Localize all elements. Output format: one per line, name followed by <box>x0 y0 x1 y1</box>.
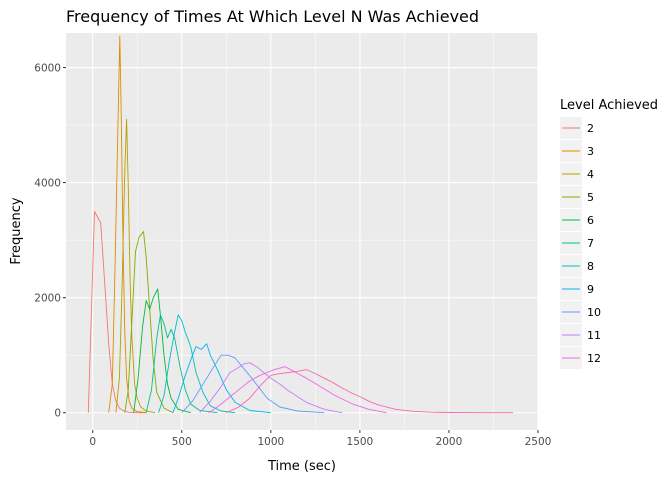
x-tick-label: 1000 <box>257 436 284 448</box>
axis-ticks: 0 500 1000 1500 2000 2500 0 2000 4000 6000 <box>34 63 551 448</box>
series-lines <box>87 35 514 414</box>
series-line-5 <box>124 231 174 414</box>
legend-label: 4 <box>587 168 594 181</box>
legend-label: 3 <box>587 145 594 158</box>
y-tick-label: 6000 <box>34 63 61 75</box>
series-line-10 <box>181 354 325 414</box>
legend: Level Achieved 2 3 4 5 6 7 8 9 10 11 12 <box>560 98 658 369</box>
x-tick-label: 1500 <box>347 436 374 448</box>
series-line-4 <box>115 118 156 414</box>
legend-label: 5 <box>587 191 594 204</box>
x-axis-title: Time (sec) <box>267 459 336 474</box>
x-tick-label: 0 <box>89 436 96 448</box>
series-line-extra-11 <box>226 369 514 414</box>
legend-title: Level Achieved <box>560 98 658 113</box>
legend-label: 10 <box>587 306 601 319</box>
legend-label: 11 <box>587 329 601 342</box>
plot-panel <box>66 33 538 430</box>
series-line-2 <box>87 210 147 414</box>
series-line-8 <box>158 314 236 414</box>
y-axis-title: Frequency <box>9 197 24 264</box>
series-line-11 <box>199 362 343 414</box>
legend-label: 9 <box>587 283 594 296</box>
x-tick-label: 2000 <box>436 436 463 448</box>
y-tick-label: 2000 <box>34 293 61 305</box>
legend-label: 2 <box>587 122 594 135</box>
legend-label: 6 <box>587 214 594 227</box>
legend-label: 12 <box>587 352 601 365</box>
chart-title: Frequency of Times At Which Level N Was … <box>66 7 479 26</box>
legend-label: 7 <box>587 237 594 250</box>
x-tick-label: 500 <box>172 436 192 448</box>
series-line-7 <box>145 314 218 414</box>
series-line-6 <box>133 288 191 414</box>
x-tick-label: 2500 <box>525 436 552 448</box>
legend-label: 8 <box>587 260 594 273</box>
y-tick-label: 4000 <box>34 178 61 190</box>
series-line-9 <box>172 343 271 414</box>
y-tick-label: 0 <box>54 408 61 420</box>
series-line-12 <box>208 366 387 414</box>
gridlines <box>66 33 539 430</box>
